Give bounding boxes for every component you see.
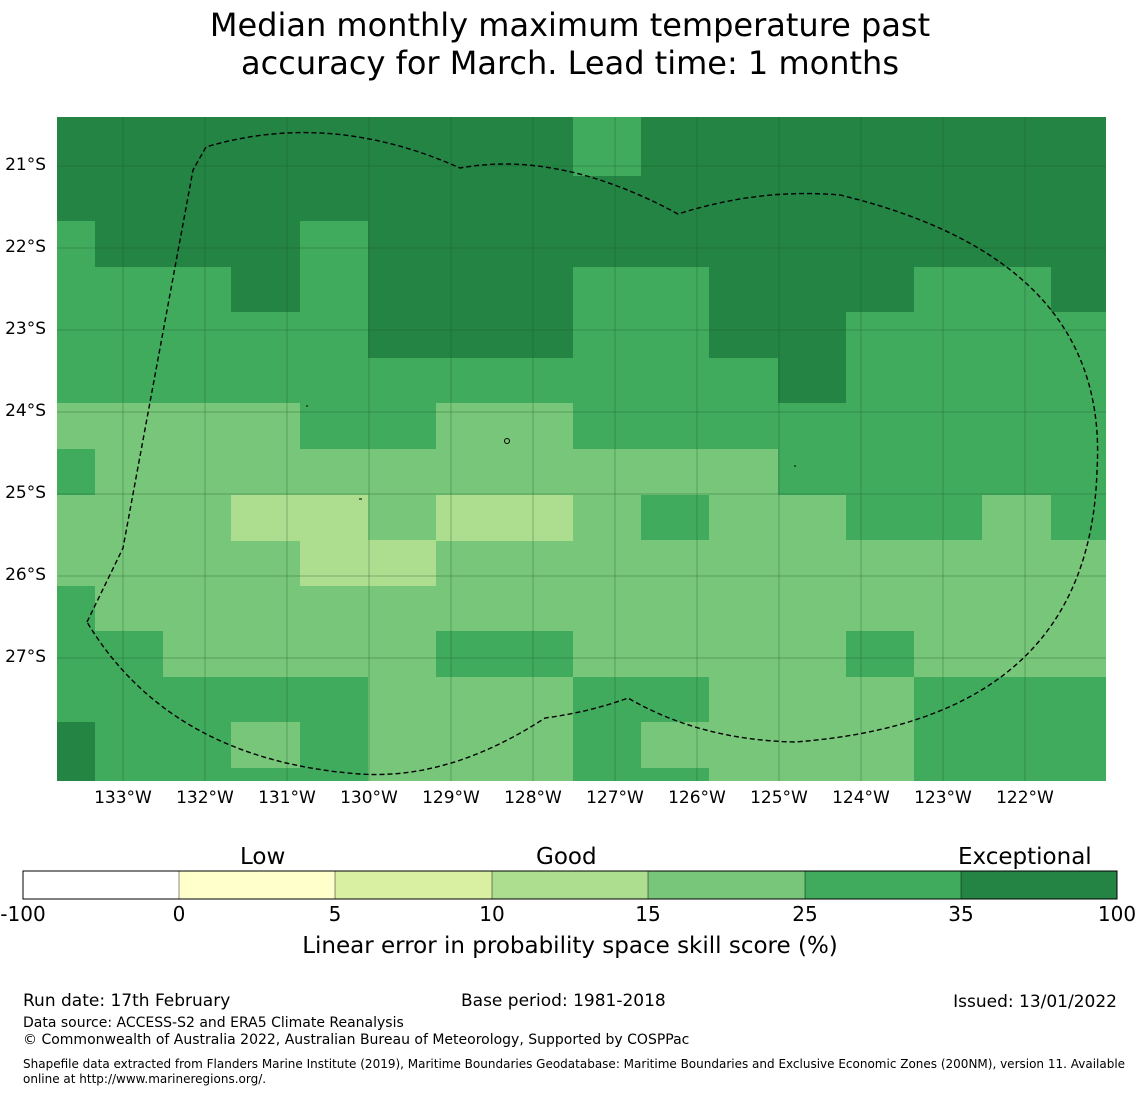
colorbar-tick-35: 35: [948, 902, 974, 926]
colorbar-segment: [335, 871, 492, 899]
copyright: © Commonwealth of Australia 2022, Austra…: [23, 1032, 690, 1048]
shapefile-credit: Shapefile data extracted from Flanders M…: [23, 1057, 1126, 1086]
colorbar-frame: [22, 870, 1118, 900]
map-gridlines: [57, 117, 1106, 781]
lat-label-23s: 23°S: [5, 319, 46, 339]
colorbar-word-low: Low: [240, 844, 286, 870]
lon-label-128w: 128°W: [504, 788, 562, 808]
lon-label-124w: 124°W: [832, 788, 890, 808]
colorbar: [22, 870, 1118, 900]
skill-map: [57, 117, 1106, 781]
chart-title: Median monthly maximum temperature past …: [0, 6, 1140, 82]
lon-label-130w: 130°W: [340, 788, 398, 808]
colorbar-segment: [805, 871, 961, 899]
lon-label-129w: 129°W: [422, 788, 480, 808]
lat-label-25s: 25°S: [5, 483, 46, 503]
islands: [306, 405, 796, 500]
colorbar-segment: [648, 871, 805, 899]
eez-boundary: [86, 131, 1099, 776]
colorbar-tick-5: 5: [328, 902, 342, 926]
lat-label-22s: 22°S: [5, 237, 46, 257]
band-10-15: [231, 495, 573, 586]
data-source: Data source: ACCESS-S2 and ERA5 Climate …: [23, 1015, 404, 1031]
colorbar-tick-0: 0: [172, 902, 186, 926]
colorbar-word-good: Good: [536, 844, 597, 870]
chart-title-line-2: accuracy for March. Lead time: 1 months: [241, 44, 899, 82]
colorbar-segment: [179, 871, 335, 899]
base-period: Base period: 1981-2018: [461, 991, 666, 1011]
chart-title-line-1: Median monthly maximum temperature past: [209, 6, 931, 44]
colorbar-tick-neg100: -100: [0, 902, 46, 926]
colorbar-segment: [23, 871, 179, 899]
colorbar-segment: [492, 871, 648, 899]
band-35-100: [57, 117, 1106, 781]
lon-label-125w: 125°W: [750, 788, 808, 808]
lat-label-21s: 21°S: [5, 155, 46, 175]
run-date: Run date: 17th February: [23, 991, 231, 1011]
colorbar-tick-25: 25: [792, 902, 818, 926]
colorbar-tick-10: 10: [479, 902, 505, 926]
lon-label-126w: 126°W: [668, 788, 726, 808]
lon-label-133w: 133°W: [94, 788, 152, 808]
lon-label-123w: 123°W: [914, 788, 972, 808]
issued-date: Issued: 13/01/2022: [953, 992, 1117, 1012]
colorbar-tick-100: 100: [1097, 902, 1137, 926]
lon-label-127w: 127°W: [586, 788, 644, 808]
lon-label-132w: 132°W: [176, 788, 234, 808]
lon-label-131w: 131°W: [258, 788, 316, 808]
colorbar-word-exceptional: Exceptional: [958, 844, 1092, 870]
colorbar-label: Linear error in probability space skill …: [302, 933, 838, 959]
colorbar-segment: [961, 871, 1117, 899]
island-marker: [504, 438, 510, 444]
lon-label-122w: 122°W: [996, 788, 1054, 808]
lat-label-24s: 24°S: [5, 401, 46, 421]
colorbar-tick-15: 15: [635, 902, 661, 926]
band-15-25: [57, 403, 1106, 781]
lat-label-26s: 26°S: [5, 565, 46, 585]
colorbar-dividers: [178, 871, 962, 899]
lat-label-27s: 27°S: [5, 647, 46, 667]
